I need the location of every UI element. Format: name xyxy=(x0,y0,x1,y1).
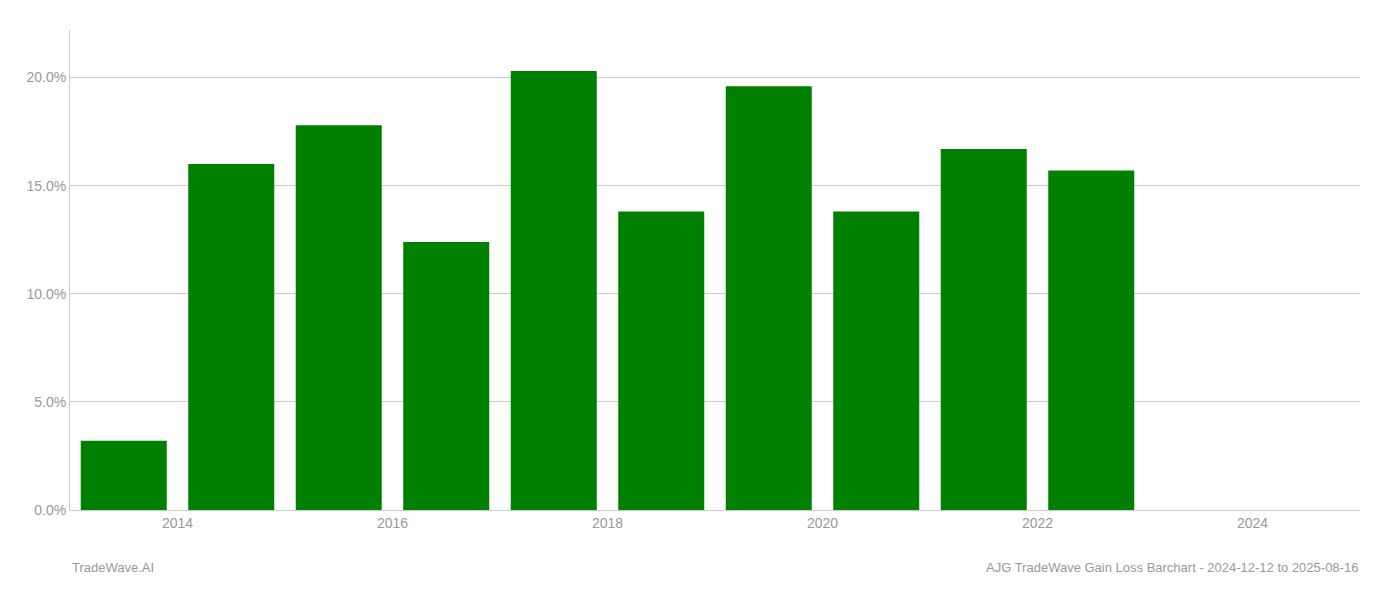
svg-text:0.0%: 0.0% xyxy=(34,502,66,518)
svg-text:5.0%: 5.0% xyxy=(34,394,66,410)
svg-text:2016: 2016 xyxy=(377,515,408,531)
svg-text:AJG TradeWave Gain Loss Barcha: AJG TradeWave Gain Loss Barchart - 2024-… xyxy=(986,560,1358,575)
svg-text:2020: 2020 xyxy=(807,515,838,531)
svg-text:2018: 2018 xyxy=(592,515,623,531)
svg-text:2014: 2014 xyxy=(162,515,193,531)
svg-text:TradeWave.AI: TradeWave.AI xyxy=(72,560,154,575)
svg-text:20.0%: 20.0% xyxy=(26,69,66,85)
svg-text:2022: 2022 xyxy=(1022,515,1053,531)
svg-text:15.0%: 15.0% xyxy=(26,178,66,194)
svg-text:10.0%: 10.0% xyxy=(26,286,66,302)
svg-text:2024: 2024 xyxy=(1237,515,1268,531)
